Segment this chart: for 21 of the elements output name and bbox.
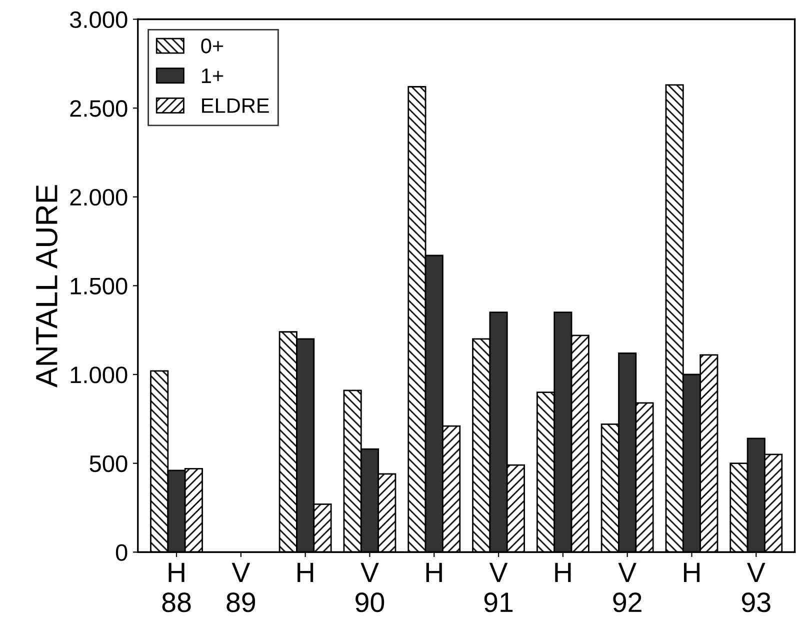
y-tick-label: 0: [116, 544, 128, 561]
legend-label: ELDRE: [202, 98, 269, 113]
y-tick-label: 2.500: [70, 100, 128, 117]
y-tick-label: 2.000: [70, 188, 128, 206]
x-tick-label: V 89: [226, 562, 256, 612]
y-tick-label: 1.500: [70, 278, 128, 294]
x-tick-label: V 92: [613, 562, 642, 612]
legend-label: 1+: [202, 68, 224, 83]
x-tick-label: H: [684, 562, 700, 582]
y-tick-label: 1.000: [70, 366, 128, 384]
legend-label: 0+: [201, 38, 224, 54]
x-tick-label: H 88: [162, 562, 191, 612]
y-axis-title: ANTALL AURE: [36, 185, 58, 388]
y-tick-label: 3.000: [70, 11, 128, 28]
x-tick-label: H: [555, 562, 571, 582]
x-tick-label: V 93: [742, 562, 770, 612]
y-tick-label: 500: [90, 455, 128, 472]
x-tick-label: H: [298, 562, 314, 582]
x-tick-label: V 91: [484, 562, 513, 612]
x-tick-label: H: [426, 562, 442, 582]
x-tick-label: V 90: [356, 562, 384, 612]
